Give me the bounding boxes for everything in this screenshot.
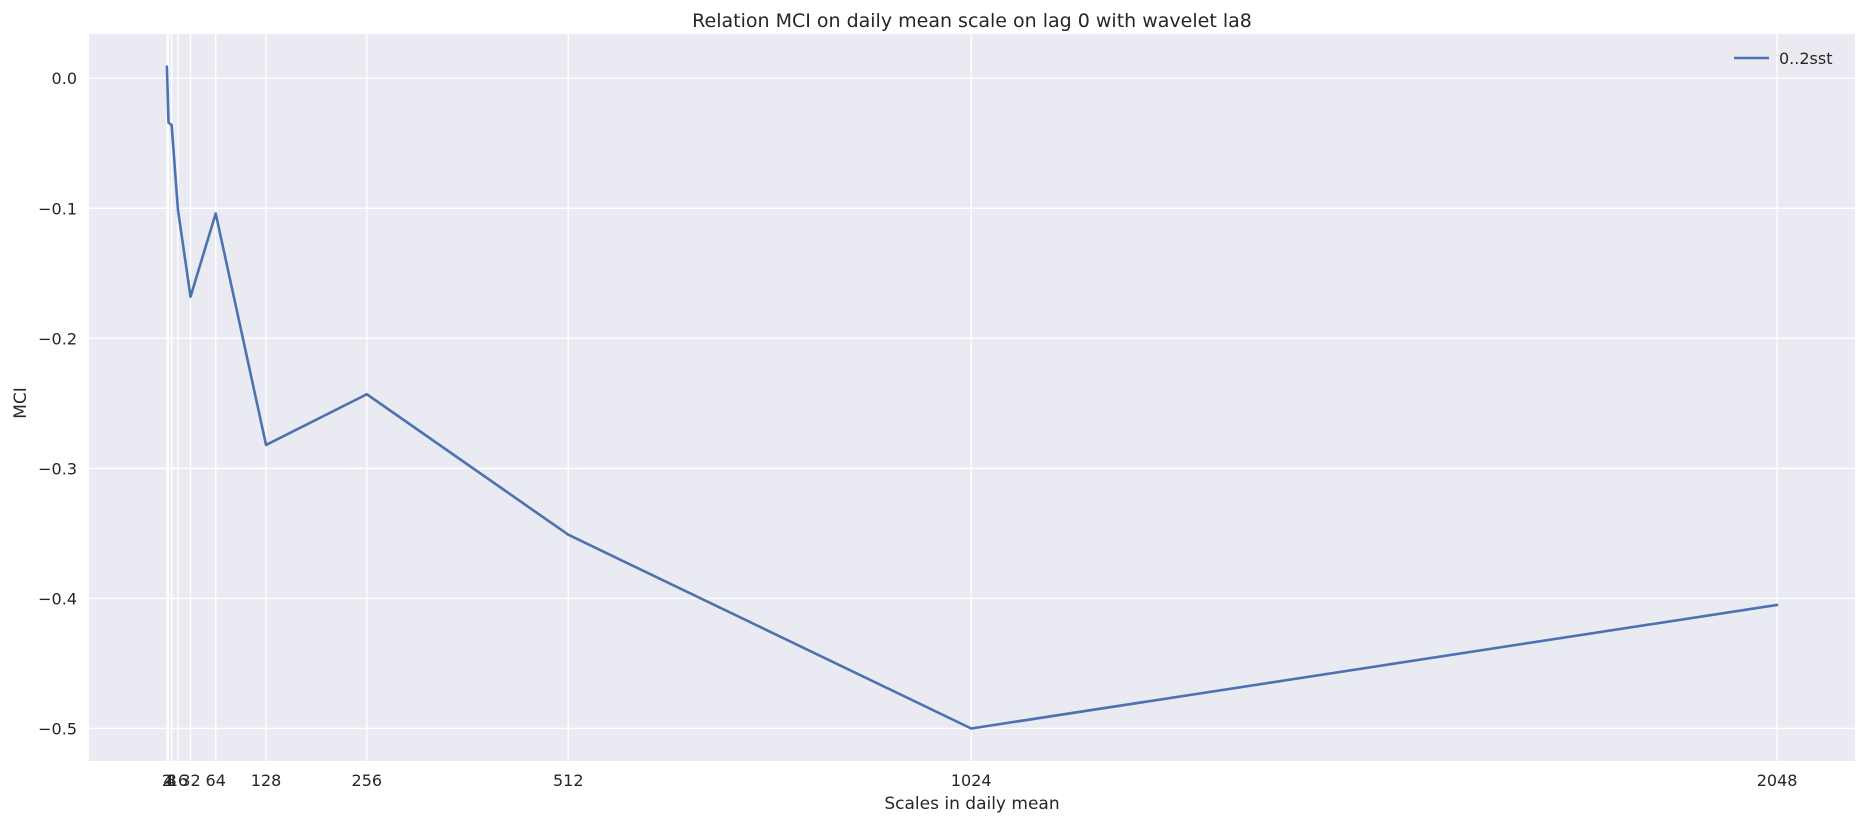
x-tick-label: 512 xyxy=(553,771,584,790)
y-tick-label: −0.3 xyxy=(38,459,77,478)
series-line-0 xyxy=(165,65,1779,730)
y-tick-labels: 0.0 −0.1 −0.2 −0.3 −0.4 −0.5 xyxy=(38,69,77,738)
plot-background xyxy=(89,34,1855,761)
x-tick-label: 1024 xyxy=(951,771,992,790)
y-axis-label: MCI xyxy=(11,387,31,419)
x-gridlines xyxy=(166,34,1778,761)
x-tick-label: 2048 xyxy=(1757,771,1798,790)
x-axis-label: Scales in daily mean xyxy=(884,794,1059,814)
x-tick-label: 4 xyxy=(163,771,173,790)
y-tick-label: −0.1 xyxy=(38,199,77,218)
y-tick-label: −0.2 xyxy=(38,329,77,348)
x-tick-label: 64 xyxy=(206,771,226,790)
y-tick-label: 0.0 xyxy=(52,69,77,88)
y-tick-label: −0.4 xyxy=(38,589,77,608)
x-tick-label: 32 xyxy=(180,771,200,790)
legend: 0..2sst xyxy=(1734,49,1832,68)
x-tick-label: 16 xyxy=(168,771,188,790)
x-tick-label: 8 xyxy=(167,771,177,790)
y-tick-label: −0.5 xyxy=(38,719,77,738)
x-tick-label: 2 xyxy=(162,771,172,790)
x-tick-label: 256 xyxy=(352,771,383,790)
x-tick-label: 128 xyxy=(251,771,282,790)
legend-label-0: 0..2sst xyxy=(1779,49,1832,68)
series-layer xyxy=(165,65,1779,730)
chart-title: Relation MCI on daily mean scale on lag … xyxy=(692,10,1252,32)
